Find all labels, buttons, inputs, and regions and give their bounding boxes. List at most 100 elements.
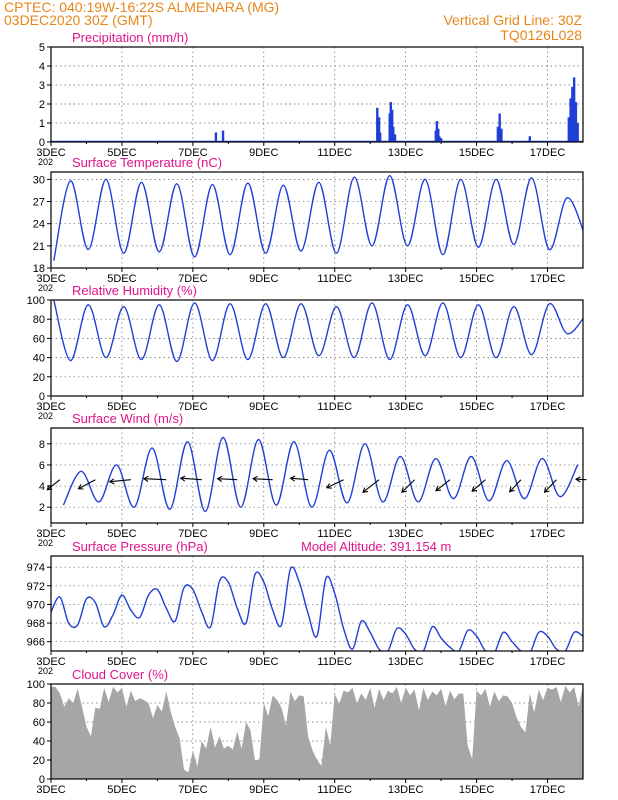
precip-bar <box>392 126 395 142</box>
model-altitude-label: Model Altitude: 391.154 m <box>301 539 451 554</box>
y-tick-label: 972 <box>27 581 45 593</box>
x-tick-label: 7DEC <box>178 401 207 413</box>
precip-bar <box>214 132 218 142</box>
precip-bar <box>572 77 576 142</box>
year-label-fragment: 202 <box>38 283 53 293</box>
x-tick-label: 5DEC <box>107 784 136 796</box>
y-tick-label: 20 <box>33 372 45 384</box>
wind-vector <box>78 479 96 490</box>
y-tick-label: 18 <box>33 263 45 275</box>
panel-title: Precipitation (mm/h) <box>72 30 188 45</box>
header-station: CPTEC: 040:19W-16:22S ALMENARA (MG) <box>4 0 280 15</box>
x-tick-label: 13DEC <box>388 273 424 285</box>
header-grid-note: Vertical Grid Line: 30Z <box>443 12 582 28</box>
wind-vector <box>362 479 380 493</box>
y-tick-label: 4 <box>39 61 45 73</box>
panel-title: Surface Wind (m/s) <box>72 411 183 426</box>
x-tick-label: 15DEC <box>459 528 495 540</box>
y-tick-label: 100 <box>27 679 45 691</box>
wind-arrowhead <box>179 475 186 482</box>
precip-bar <box>438 136 441 142</box>
year-label-fragment: 202 <box>38 411 53 421</box>
panel-frame <box>50 299 584 397</box>
wind-vector <box>576 478 587 481</box>
x-tick-label: 5DEC <box>107 401 136 413</box>
x-tick-label: 3DEC <box>36 656 65 668</box>
y-tick-label: 3 <box>39 80 45 92</box>
precip-bar <box>377 117 381 142</box>
precip-bar <box>435 121 439 142</box>
precip-bar <box>498 113 501 142</box>
x-tick-label: 17DEC <box>530 273 566 285</box>
wind-vector <box>401 479 415 493</box>
y-tick-label: 60 <box>33 333 45 345</box>
x-tick-label: 17DEC <box>530 528 566 540</box>
precip-bar <box>500 128 503 142</box>
plot-area <box>53 174 583 261</box>
plot-area <box>214 77 579 142</box>
year-label-fragment: 202 <box>38 157 53 167</box>
wind-vector <box>544 479 557 493</box>
x-tick-label: 17DEC <box>530 401 566 413</box>
x-tick-label: 9DEC <box>249 656 278 668</box>
y-tick-label: 100 <box>27 295 45 307</box>
x-tick-label: 7DEC <box>178 784 207 796</box>
series-line <box>53 300 583 363</box>
header-code: TQ0126L028 <box>500 27 582 43</box>
precip-bar <box>496 126 500 142</box>
x-tick-label: 15DEC <box>459 656 495 668</box>
x-tick-label: 7DEC <box>178 147 207 159</box>
x-tick-label: 9DEC <box>249 273 278 285</box>
wind-arrowhead <box>471 486 478 492</box>
panel-frame <box>50 427 584 524</box>
panel-title: Surface Pressure (hPa) <box>72 539 208 554</box>
panel-title: Surface Temperature (nC) <box>72 155 222 170</box>
wind-arrowhead <box>543 487 550 493</box>
x-tick-label: 13DEC <box>388 656 424 668</box>
y-tick-label: 8 <box>39 439 45 451</box>
wind-arrowhead <box>325 483 332 489</box>
x-tick-label: 7DEC <box>178 273 207 285</box>
y-tick-label: 0 <box>39 774 45 786</box>
wind-arrowhead <box>508 486 515 493</box>
wind-arrowhead <box>108 478 115 485</box>
precip-bar <box>437 128 440 142</box>
x-tick-label: 15DEC <box>459 147 495 159</box>
wind-arrowhead <box>142 475 149 482</box>
year-label-fragment: 202 <box>38 538 53 548</box>
y-tick-label: 40 <box>33 736 45 748</box>
y-tick-label: 20 <box>33 755 45 767</box>
x-tick-label: 13DEC <box>388 401 424 413</box>
x-tick-label: 11DEC <box>317 401 352 413</box>
wind-vector <box>143 478 167 481</box>
y-tick-label: 974 <box>27 562 45 574</box>
x-tick-label: 13DEC <box>388 784 424 796</box>
x-tick-label: 15DEC <box>459 784 495 796</box>
precip-bar <box>528 136 531 142</box>
x-tick-label: 5DEC <box>107 528 136 540</box>
wind-vector <box>217 478 238 481</box>
x-tick-label: 17DEC <box>530 656 566 668</box>
x-tick-label: 13DEC <box>388 147 424 159</box>
wind-vector <box>253 478 273 481</box>
x-tick-label: 17DEC <box>530 784 566 796</box>
wind-arrowhead <box>289 475 296 482</box>
x-tick-label: 13DEC <box>388 528 424 540</box>
y-tick-label: 966 <box>27 637 45 649</box>
x-tick-label: 9DEC <box>249 528 278 540</box>
y-tick-label: 5 <box>39 42 45 54</box>
panel-title: Relative Humidity (%) <box>72 283 197 298</box>
wind-arrowhead <box>362 487 368 493</box>
cloud-cover-area <box>51 685 583 779</box>
precip-bar <box>221 130 225 142</box>
year-label-fragment: 202 <box>38 666 53 676</box>
y-tick-label: 0 <box>39 391 45 403</box>
y-tick-label: 80 <box>33 698 45 710</box>
x-tick-label: 9DEC <box>249 784 278 796</box>
wind-arrowhead <box>77 484 84 490</box>
precip-bar <box>393 134 397 142</box>
series-line <box>51 566 583 651</box>
precip-bar <box>376 107 379 142</box>
x-tick-label: 11DEC <box>317 273 352 285</box>
wind-arrowhead <box>252 475 258 482</box>
